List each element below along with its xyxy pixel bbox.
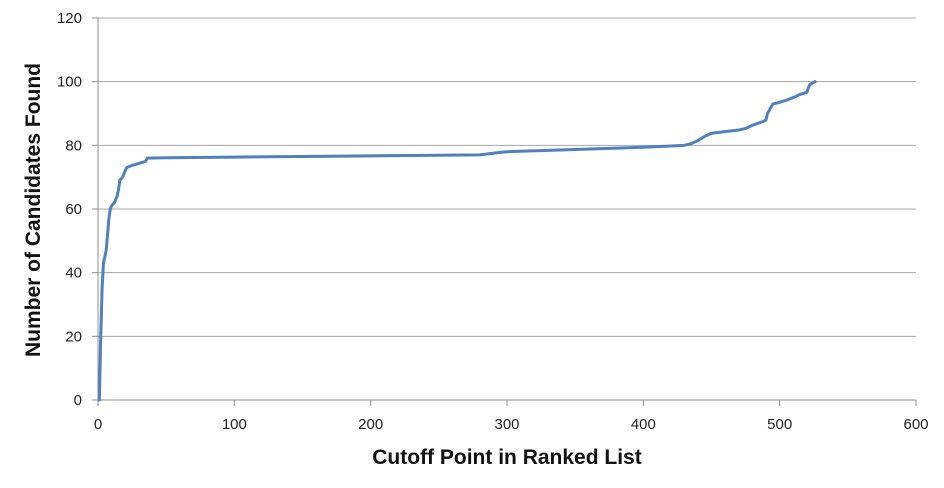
y-axis-title: Number of Candidates Found [22, 63, 45, 357]
y-tick-label: 120 [57, 10, 82, 27]
series-layer [97, 80, 817, 402]
y-tick-label: 60 [65, 201, 82, 218]
y-tick-label: 80 [65, 137, 82, 154]
x-tick-label: 500 [767, 416, 792, 433]
x-tick-label: 100 [222, 416, 247, 433]
y-tick-label: 0 [74, 392, 82, 409]
x-tick-label: 600 [903, 416, 928, 433]
tick-labels: 0 20 40 60 80 100 120 0 100 200 300 400 500 600 [57, 10, 929, 433]
axes [92, 17, 917, 406]
x-axis-title: Cutoff Point in Ranked List [372, 446, 641, 469]
y-tick-label: 40 [65, 265, 82, 282]
y-tick-label: 100 [57, 74, 82, 91]
series-line-1 [97, 80, 817, 402]
x-tick-label: 0 [94, 416, 102, 433]
x-tick-label: 400 [631, 416, 656, 433]
y-tick-label: 20 [65, 328, 82, 345]
x-tick-label: 200 [358, 416, 383, 433]
x-tick-label: 300 [494, 416, 519, 433]
gridlines [98, 17, 916, 337]
